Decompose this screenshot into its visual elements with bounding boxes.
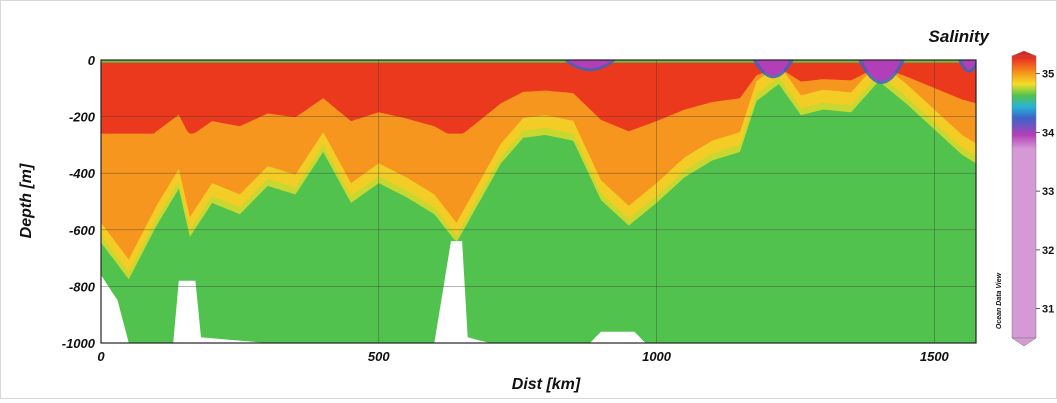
chart-title: Salinity	[929, 27, 991, 46]
low-salinity-patch	[567, 60, 613, 69]
y-tick-label: -1000	[62, 336, 96, 351]
y-tick-label: 0	[88, 53, 96, 68]
x-tick-label: 0	[97, 349, 105, 364]
low-salinity-patch	[962, 60, 976, 70]
colorbar-tick-label: 34	[1042, 127, 1055, 139]
colorbar-tick-label: 35	[1042, 69, 1054, 81]
x-tick-label: 1000	[642, 349, 672, 364]
halocline-transition-band	[101, 61, 976, 280]
colorbar: 35 34 33 32 31	[1011, 50, 1055, 347]
colorbar-bottom-cap	[1011, 337, 1037, 347]
watermark: Ocean Data View	[996, 272, 1003, 329]
salinity-field	[101, 60, 976, 343]
upper-saline-layer	[101, 60, 976, 273]
colorbar-tick-label: 32	[1042, 245, 1054, 257]
colorbar-tick-labels: 35 34 33 32 31	[1036, 69, 1055, 316]
y-axis-label: Depth [m]	[18, 163, 35, 238]
plot-border	[100, 59, 977, 344]
plot-grid	[101, 60, 976, 343]
low-salinity-patch	[862, 60, 901, 81]
x-tick-label: 500	[368, 349, 390, 364]
x-tick-label: 1500	[920, 349, 950, 364]
surface-mixed-layer	[101, 60, 976, 63]
y-tick-label: -800	[69, 279, 96, 294]
y-tick-label: -400	[69, 166, 96, 181]
x-axis-label: Dist [km]	[512, 376, 581, 393]
y-tick-label: -600	[69, 223, 96, 238]
colorbar-tick-label: 33	[1042, 186, 1054, 198]
y-tick-labels: 0 -200 -400 -600 -800 -1000	[62, 53, 96, 351]
low-salinity-patch	[756, 60, 790, 76]
high-salinity-core	[101, 62, 976, 134]
x-tick-labels: 0 500 1000 1500	[97, 349, 949, 364]
colorbar-tick-label: 31	[1042, 304, 1054, 316]
colorbar-body	[1011, 55, 1037, 339]
colorbar-top-cap	[1011, 50, 1037, 57]
y-tick-label: -200	[69, 110, 96, 125]
